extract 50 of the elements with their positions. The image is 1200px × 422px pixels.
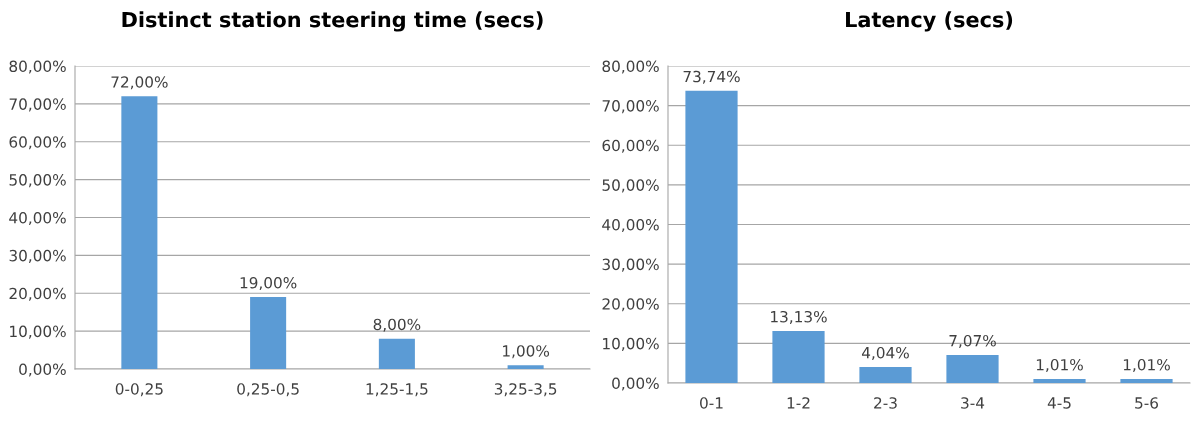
data-label: 8,00% [373,318,421,332]
y-tick-label: 50,00% [602,179,659,193]
y-tick-label: 70,00% [9,98,66,112]
y-tick-label: 30,00% [9,249,66,263]
data-label: 72,00% [111,76,168,90]
bar [1120,379,1173,383]
data-label: 1,01% [1123,358,1170,373]
bar [378,338,415,369]
x-tick-label: 1-2 [787,397,810,409]
y-tick-label: 70,00% [602,100,659,114]
y-tick-label: 0,00% [612,377,659,391]
x-tick-label: 0-1 [700,397,723,409]
data-label: 1,01% [1036,358,1083,373]
bar [946,354,999,383]
bar [685,90,738,383]
data-label: 4,04% [861,346,909,361]
y-tick-label: 80,00% [602,60,659,74]
y-tick-label: 10,00% [603,337,659,351]
bar [121,96,158,369]
y-tick-label: 60,00% [602,139,659,153]
y-tick-label: 0,00% [19,363,66,377]
bar [772,330,825,383]
y-tick-label: 30,00% [602,258,659,272]
data-label: 19,00% [240,276,297,291]
x-tick-label: 0,25-0,5 [237,383,299,397]
x-tick-label: 2-3 [874,397,897,409]
x-tick-label: 5-6 [1135,397,1159,409]
chart-title: Distinct station steering time (secs) [122,11,543,32]
y-tick-label: 50,00% [9,174,66,188]
y-tick-label: 40,00% [9,211,66,226]
y-tick-label: 60,00% [9,136,66,150]
y-tick-label: 40,00% [602,218,659,233]
bar [859,366,912,383]
bar [1033,379,1086,383]
x-tick-label: 3,25-3,5 [494,383,557,397]
bar [250,297,287,369]
x-tick-label: 3-4 [961,397,985,409]
y-tick-label: 80,00% [9,60,66,74]
chart-title: Latency (secs) [846,11,1013,32]
data-label: 13,13% [771,310,827,325]
y-tick-label: 20,00% [602,298,659,312]
data-label: 7,07% [949,334,996,349]
bar [507,365,544,369]
x-tick-label: 4-5 [1047,397,1071,409]
x-tick-label: 1,25-1,5 [366,383,428,397]
y-tick-label: 20,00% [9,287,66,301]
data-label: 73,74% [683,70,740,84]
data-label: 1,00% [503,345,550,359]
x-tick-label: 0-0,25 [115,383,163,397]
y-tick-label: 10,00% [10,325,66,339]
